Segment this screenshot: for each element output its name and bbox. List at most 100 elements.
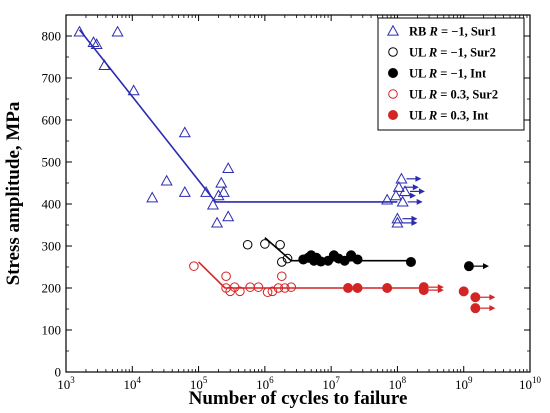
- runout-point: [470, 292, 481, 303]
- x-tick-label: 107: [322, 375, 340, 392]
- data-point: [276, 257, 287, 267]
- data-point: [286, 282, 297, 292]
- runout-arrow-head: [416, 198, 423, 205]
- runout-point: [391, 216, 404, 228]
- y-tick-label: 300: [42, 239, 62, 254]
- runout-point: [398, 185, 412, 197]
- data-point: [262, 287, 273, 298]
- data-point: [200, 186, 213, 197]
- data-point: [217, 186, 230, 197]
- legend-marker: [388, 110, 398, 120]
- runout-point: [392, 180, 405, 192]
- data-point: [87, 36, 100, 47]
- y-axis-title: Stress amplitude, MPa: [3, 101, 24, 285]
- legend-marker: [388, 47, 398, 57]
- legend-entry: RB R = −1, Sur1: [409, 25, 497, 39]
- data-point: [242, 239, 253, 250]
- y-tick-label: 0: [55, 365, 62, 380]
- runout-arrow-head: [489, 294, 496, 301]
- data-point: [275, 239, 285, 250]
- legend-box: [377, 17, 525, 131]
- runout-point: [463, 261, 474, 272]
- data-point: [458, 286, 469, 297]
- x-tick-label: 109: [455, 375, 473, 392]
- legend-marker: [388, 89, 398, 99]
- runout-arrow-head: [418, 188, 425, 195]
- fit-line: [78, 29, 398, 203]
- runout-arrow-head: [411, 219, 418, 226]
- x-tick-label: 103: [57, 375, 75, 392]
- x-tick-label: 1010: [519, 375, 542, 392]
- runout-arrow-head: [415, 175, 422, 182]
- x-axis-title: Number of cycles to failure: [189, 388, 408, 409]
- data-point: [90, 38, 103, 50]
- data-point: [280, 283, 290, 293]
- fit-line: [198, 261, 425, 289]
- data-point: [178, 126, 191, 138]
- data-point: [189, 261, 199, 271]
- plot-frame: [65, 14, 531, 373]
- data-point: [215, 176, 228, 188]
- data-point: [98, 59, 111, 71]
- x-tick-label: 106: [256, 375, 274, 392]
- data-point: [235, 286, 245, 297]
- data-point: [267, 286, 278, 297]
- y-tick-label: 200: [42, 281, 62, 296]
- runout-arrow-head: [409, 192, 416, 199]
- data-point: [343, 283, 354, 293]
- data-point: [282, 253, 293, 264]
- y-tick-label: 400: [42, 197, 62, 212]
- runout-arrow-head: [489, 305, 496, 312]
- data-point: [127, 84, 140, 96]
- data-point: [339, 255, 350, 266]
- y-tick-label: 500: [42, 155, 62, 170]
- y-tick-label: 100: [42, 323, 62, 338]
- data-point: [352, 283, 363, 293]
- data-point: [111, 25, 124, 37]
- data-point: [212, 189, 225, 201]
- runout-arrow-head: [412, 184, 419, 191]
- runout-arrow-head: [411, 215, 418, 222]
- data-point: [276, 271, 287, 282]
- runout-point: [470, 303, 481, 314]
- data-point: [405, 256, 416, 267]
- runout-point: [395, 172, 408, 184]
- x-tick-label: 105: [190, 375, 208, 392]
- runout-point: [389, 189, 403, 201]
- runout-arrow-head: [437, 287, 444, 294]
- runout-point: [396, 195, 409, 207]
- data-point: [382, 283, 393, 293]
- data-point: [206, 198, 220, 210]
- data-point: [73, 25, 86, 37]
- legend-marker: [388, 68, 398, 78]
- data-point: [178, 186, 191, 197]
- plot-area: [73, 25, 496, 314]
- runout-point: [418, 285, 429, 296]
- data-point: [381, 193, 394, 205]
- axes: 103 104 105 106 107 108 109 1010 0 100 200 300 400 50…: [42, 14, 542, 392]
- legend-marker: [386, 24, 400, 36]
- runout-point: [391, 212, 404, 224]
- data-point: [160, 174, 173, 186]
- runout-arrow-head: [482, 263, 489, 270]
- legend-entry: UL R = −1, Int: [409, 67, 487, 81]
- data-point: [221, 271, 231, 282]
- data-point: [352, 254, 363, 265]
- data-point: [253, 282, 264, 292]
- data-point: [273, 283, 284, 293]
- data-point: [245, 282, 255, 292]
- legend-entry: UL R = 0.3, Sur2: [409, 88, 498, 102]
- data-point: [146, 191, 159, 203]
- data-point: [222, 210, 235, 222]
- y-tick-label: 700: [42, 71, 62, 86]
- data-point: [260, 239, 270, 249]
- x-tick-label: 104: [124, 375, 142, 392]
- x-tick-label: 108: [389, 375, 407, 392]
- data-point: [222, 162, 235, 173]
- legend: RB R = −1, Sur1 UL R = −1, Sur2 UL R = −1,…: [377, 17, 525, 131]
- data-point: [210, 216, 224, 228]
- legend-entry: UL R = 0.3, Int: [409, 109, 489, 123]
- legend-entry: UL R = −1, Sur2: [409, 46, 496, 60]
- y-tick-label: 800: [42, 29, 62, 44]
